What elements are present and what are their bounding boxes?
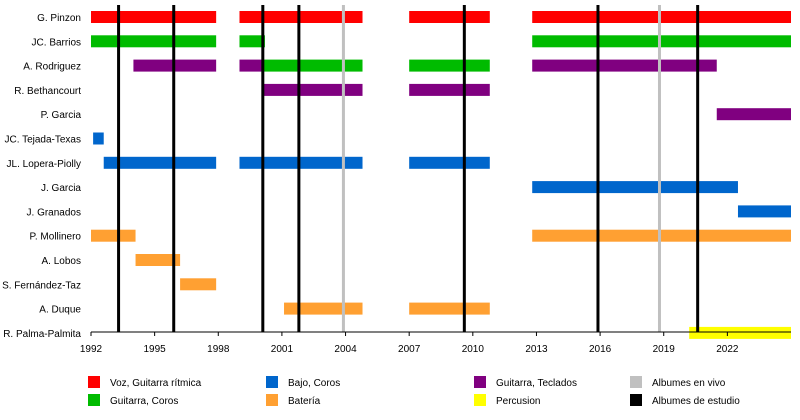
member-bar-drums [409,302,490,315]
member-bar-vocals [532,11,791,23]
member-bar-guitar [409,59,490,72]
member-bar-vocals [409,11,490,23]
member-bar-drums [532,229,791,242]
legend-swatch-guitar [88,394,100,406]
x-axis: 1992 1995 1998 2001 2004 2007 2010 2013 2016 2019… [80,331,791,355]
legend-label-live: Albumes en vivo [652,378,726,389]
legend-label-perc: Percusion [496,396,540,407]
member-bar-bass [93,132,104,145]
member-label: P. Garcia [41,110,82,121]
member-bar-bass [532,181,738,194]
member-label: R. Palma-Palmita [3,329,81,340]
legend-swatch-bass [266,376,278,388]
legend-swatch-perc [474,394,486,406]
x-tick-label: 2019 [653,344,676,355]
x-tick-label: 2001 [271,344,294,355]
member-bar-vocals [239,11,363,23]
member-bar-keys [262,83,363,96]
legend: Voz, Guitarra rítmica Bajo, Coros Guitarra… [88,376,740,407]
member-label: JL. Lopera-Piolly [7,159,81,170]
member-label: J. Garcia [41,183,81,194]
legend-swatch-drums [266,394,278,406]
member-bar-guitar [262,59,363,72]
member-label: JC. Tejada-Texas [4,135,81,146]
member-label: R. Bethancourt [14,86,81,97]
x-tick-label: 1992 [80,344,103,355]
member-label: G. Pinzon [37,13,81,24]
member-bar-perc [689,326,791,339]
member-label: A. Lobos [42,256,81,267]
member-bar-keys [532,59,717,72]
member-bar-guitar [91,35,217,48]
member-label: P. Mollinero [29,232,81,243]
member-bar-drums [180,278,217,291]
member-bars [91,11,791,339]
member-bar-keys [409,83,490,96]
member-bar-drums [284,302,363,315]
member-label: JC. Barrios [32,37,81,48]
member-bar-bass [409,156,490,169]
x-tick-label: 1998 [207,344,230,355]
legend-swatch-keys [474,376,486,388]
x-tick-label: 2022 [716,344,739,355]
member-bar-keys [716,108,791,121]
legend-swatch-vocals [88,376,100,388]
legend-label-bass: Bajo, Coros [288,378,340,389]
x-tick-label: 2007 [398,344,421,355]
member-label: A. Rodriguez [23,62,81,73]
member-bar-drums [135,254,181,266]
member-label: A. Duque [39,305,81,316]
x-tick-label: 1995 [144,344,167,355]
legend-label-studio: Albumes de estudio [652,396,740,407]
legend-label-keys: Guitarra, Teclados [496,378,577,389]
legend-swatch-studio [630,394,642,406]
album-lines [117,5,700,332]
member-bar-guitar [532,35,791,48]
x-tick-label: 2016 [589,344,612,355]
member-label: J. Granados [27,207,81,218]
legend-label-vocals: Voz, Guitarra rítmica [110,378,202,389]
member-labels: G. Pinzon JC. Barrios A. Rodriguez R. Betha… [2,13,81,340]
x-tick-label: 2004 [334,344,357,355]
legend-label-drums: Batería [288,396,321,407]
legend-label-guitar: Guitarra, Coros [110,396,178,407]
member-bar-drums [91,229,136,242]
member-bar-vocals [91,11,217,23]
member-bar-bass [239,156,363,169]
member-bar-bass [737,205,791,218]
member-bar-guitar [239,35,265,48]
member-bar-bass [103,156,217,169]
x-tick-label: 2010 [462,344,485,355]
legend-swatch-live [630,376,642,388]
member-bar-keys [239,59,263,72]
member-label: S. Fernández-Taz [2,280,81,291]
x-tick-label: 2013 [525,344,548,355]
